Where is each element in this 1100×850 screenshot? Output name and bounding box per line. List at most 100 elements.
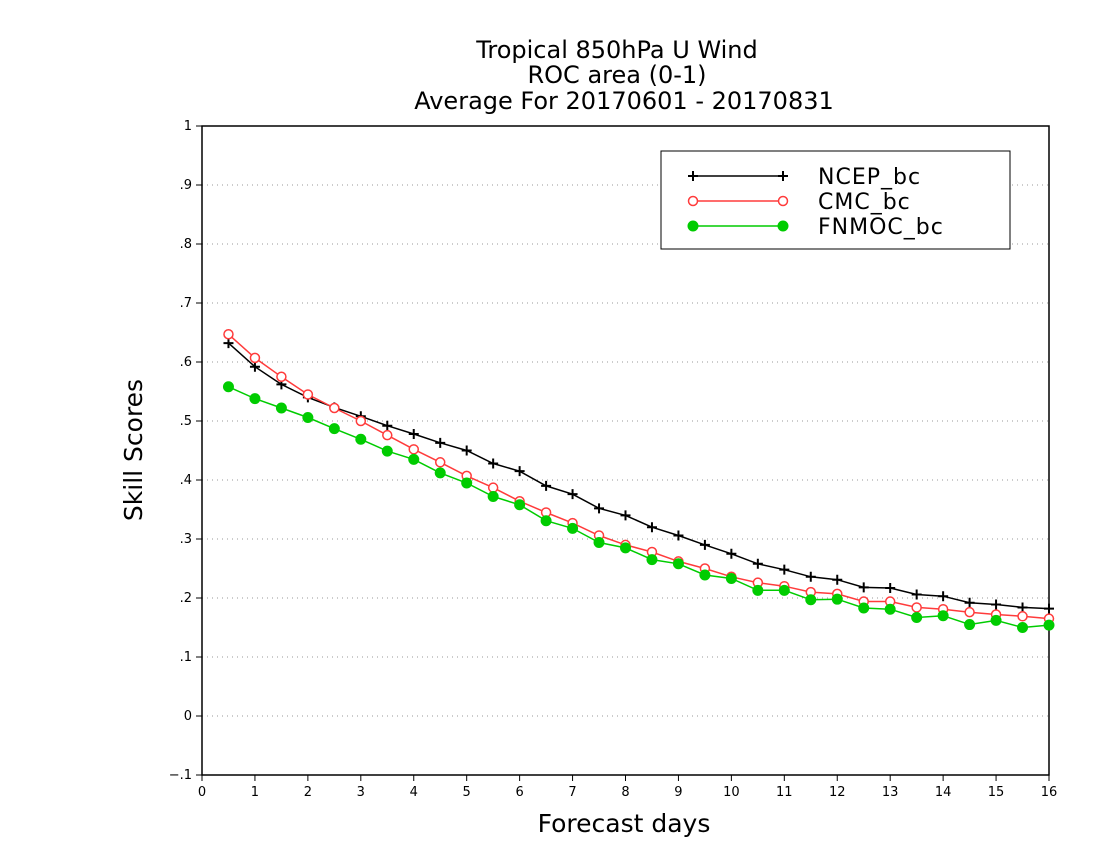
data-point-cmc-bc <box>223 329 234 340</box>
legend-marker <box>777 220 789 232</box>
series-cmc-bc <box>223 329 1055 624</box>
data-point-fnmoc-bc <box>620 542 631 554</box>
data-point-cmc-bc <box>382 429 393 441</box>
series-line-ncep-bc <box>228 342 1050 610</box>
data-point-cmc-bc <box>408 444 419 455</box>
data-point-fnmoc-bc <box>964 619 976 631</box>
x-tick-label: 13 <box>882 785 899 800</box>
data-point-fnmoc-bc <box>567 522 579 534</box>
data-point-ncep-bc <box>249 361 260 372</box>
data-point-fnmoc-bc <box>434 467 446 479</box>
data-point-fnmoc-bc <box>831 593 843 605</box>
data-point-ncep-bc <box>991 599 1002 610</box>
legend-marker <box>687 220 699 232</box>
data-point-ncep-bc <box>779 564 790 575</box>
data-point-ncep-bc <box>461 445 472 456</box>
x-tick-label: 2 <box>304 785 312 800</box>
x-tick-label: 7 <box>568 785 576 800</box>
data-point-ncep-bc <box>885 582 896 593</box>
y-tick-label: .4 <box>180 473 192 488</box>
y-tick-label: .1 <box>180 650 192 665</box>
data-point-ncep-bc <box>620 510 631 521</box>
data-point-ncep-bc <box>673 530 684 541</box>
legend-label: CMC_bc <box>818 190 911 215</box>
data-point-fnmoc-bc <box>381 445 393 457</box>
legend-box <box>660 150 1011 250</box>
data-point-fnmoc-bc <box>752 584 764 596</box>
data-point-ncep-bc <box>699 539 710 550</box>
legend-label: FNMOC_bc <box>818 215 944 240</box>
data-point-fnmoc-bc <box>990 614 1002 626</box>
x-tick-label: 10 <box>723 785 740 800</box>
legend-marker <box>688 171 698 181</box>
data-point-ncep-bc <box>514 466 525 477</box>
data-point-ncep-bc <box>567 489 578 500</box>
data-point-fnmoc-bc <box>275 402 287 414</box>
x-tick-label: 4 <box>410 785 418 800</box>
legend-marker <box>687 195 699 207</box>
x-tick-label: 0 <box>198 785 206 800</box>
data-point-ncep-bc <box>911 589 922 600</box>
data-point-fnmoc-bc <box>1017 622 1029 633</box>
data-point-cmc-bc <box>911 602 922 613</box>
data-point-fnmoc-bc <box>222 381 234 393</box>
data-point-fnmoc-bc <box>858 602 870 614</box>
data-point-ncep-bc <box>541 480 552 491</box>
data-point-fnmoc-bc <box>672 558 684 570</box>
data-point-fnmoc-bc <box>514 499 526 511</box>
data-point-fnmoc-bc <box>408 453 420 465</box>
x-tick-label: 3 <box>357 785 365 800</box>
data-point-cmc-bc <box>487 482 499 493</box>
y-tick-label: .3 <box>180 532 192 547</box>
chart-title-line-2: ROC area (0-1) <box>527 61 706 89</box>
data-point-ncep-bc <box>646 522 657 533</box>
y-tick-label: 1 <box>184 119 192 134</box>
data-point-cmc-bc <box>249 352 261 364</box>
legend-label: NCEP_bc <box>818 165 921 190</box>
y-axis-label: Skill Scores <box>119 379 148 521</box>
data-point-fnmoc-bc <box>461 477 473 489</box>
grid <box>202 184 1049 717</box>
y-tick-label: .2 <box>180 591 192 606</box>
x-axis-label: Forecast days <box>538 809 711 838</box>
data-point-ncep-bc <box>726 548 737 559</box>
y-tick-label: −.1 <box>169 768 192 783</box>
data-point-fnmoc-bc <box>884 603 896 615</box>
x-tick-label: 12 <box>829 785 846 800</box>
data-point-cmc-bc <box>434 457 446 468</box>
data-point-fnmoc-bc <box>355 433 367 445</box>
data-point-fnmoc-bc <box>778 584 790 596</box>
legend-item-fnmoc-bc: FNMOC_bc <box>687 215 944 240</box>
data-point-ncep-bc <box>1044 603 1054 614</box>
series-line-fnmoc-bc <box>228 386 1050 629</box>
data-point-ncep-bc <box>832 574 843 585</box>
x-tick-label: 14 <box>935 785 952 800</box>
data-point-ncep-bc <box>1017 602 1028 613</box>
axis-ticks: −.10.1.2.3.4.5.6.7.8.910 1 2 3 4 5 6 7 8 9 10 11 12 1… <box>169 119 1058 800</box>
data-point-fnmoc-bc <box>593 537 605 549</box>
x-tick-label: 9 <box>674 785 682 800</box>
data-point-fnmoc-bc <box>249 393 261 405</box>
y-tick-label: .6 <box>180 355 192 370</box>
data-point-ncep-bc <box>752 558 763 569</box>
data-point-ncep-bc <box>858 582 869 593</box>
y-tick-label: .9 <box>180 178 192 193</box>
y-tick-label: .5 <box>180 414 192 429</box>
legend-marker <box>777 195 789 207</box>
x-tick-label: 8 <box>621 785 629 800</box>
legend-item-cmc-bc: CMC_bc <box>687 190 911 215</box>
data-point-ncep-bc <box>382 420 393 431</box>
x-tick-label: 11 <box>776 785 793 800</box>
series-group <box>222 329 1055 633</box>
data-point-fnmoc-bc <box>937 610 949 622</box>
series-line-cmc-bc <box>228 333 1050 620</box>
data-point-ncep-bc <box>938 591 949 602</box>
data-point-cmc-bc <box>1017 611 1028 622</box>
chart-title-line-3: Average For 20170601 - 20170831 <box>414 87 834 115</box>
data-point-ncep-bc <box>805 571 816 582</box>
data-point-fnmoc-bc <box>911 611 923 623</box>
legend-marker <box>778 171 788 181</box>
series-fnmoc-bc <box>222 381 1055 633</box>
y-tick-label: .7 <box>180 296 192 311</box>
